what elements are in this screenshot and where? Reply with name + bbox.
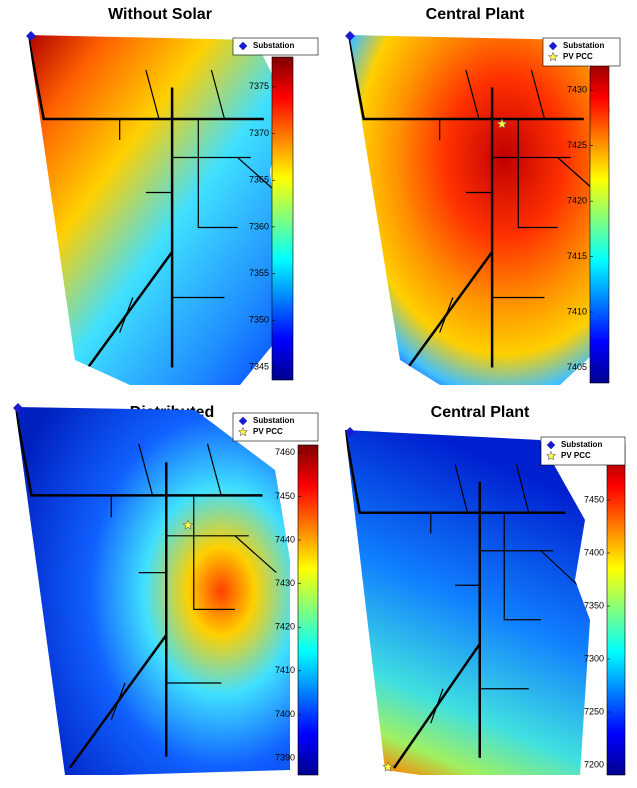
- colorbar-tick-label: 7405: [567, 362, 587, 372]
- colorbar-tick-label: 7350: [249, 315, 269, 325]
- colorbar-tick-label: 7450: [584, 494, 604, 504]
- colorbar-tick-label: 7355: [249, 268, 269, 278]
- colorbar: [607, 445, 625, 775]
- colorbar: [298, 445, 318, 775]
- colorbar-tick-label: 7390: [275, 752, 295, 762]
- voltage-field: [345, 430, 590, 775]
- legend-label: PV PCC: [563, 52, 593, 61]
- colorbar-tick-label: 7430: [567, 85, 587, 95]
- colorbar: [590, 57, 609, 383]
- colorbar-tick-label: 7415: [567, 251, 587, 261]
- legend-label: PV PCC: [561, 451, 591, 460]
- panel-title: Central Plant: [426, 6, 525, 23]
- panel-title: Without Solar: [108, 6, 212, 23]
- colorbar-tick-label: 7375: [249, 81, 269, 91]
- colorbar-tick-label: 7425: [567, 140, 587, 150]
- legend-label: Substation: [253, 41, 294, 50]
- colorbar-tick-label: 7400: [275, 709, 295, 719]
- colorbar: [272, 57, 293, 380]
- colorbar-tick-label: 7410: [275, 665, 295, 675]
- colorbar-tick-label: 7365: [249, 175, 269, 185]
- figure: Without Solar 7345 7350 7355 7360 7365 7370 737…: [0, 0, 637, 788]
- colorbar-tick-label: 7430: [275, 578, 295, 588]
- colorbar-tick-label: 7460: [275, 447, 295, 457]
- colorbar-tick-label: 7450: [275, 491, 295, 501]
- legend-label: PV PCC: [253, 427, 283, 436]
- colorbar-tick-label: 7370: [249, 128, 269, 138]
- colorbar-tick-label: 7250: [584, 706, 604, 716]
- colorbar-tick-label: 7410: [567, 306, 587, 316]
- colorbar-tick-label: 7350: [584, 600, 604, 610]
- colorbar-tick-label: 7200: [584, 759, 604, 769]
- colorbar-tick-label: 7440: [275, 534, 295, 544]
- colorbar-tick-label: 7300: [584, 653, 604, 663]
- legend-label: Substation: [563, 41, 604, 50]
- colorbar-tick-label: 7360: [249, 221, 269, 231]
- colorbar-tick-label: 7420: [275, 622, 295, 632]
- colorbar-tick-label: 7420: [567, 196, 587, 206]
- legend-label: Substation: [253, 416, 294, 425]
- legend-label: Substation: [561, 440, 602, 449]
- voltage-field: [15, 407, 290, 775]
- panel-title: Central Plant: [431, 404, 530, 421]
- colorbar-tick-label: 7400: [584, 547, 604, 557]
- colorbar-tick-label: 7345: [249, 361, 269, 371]
